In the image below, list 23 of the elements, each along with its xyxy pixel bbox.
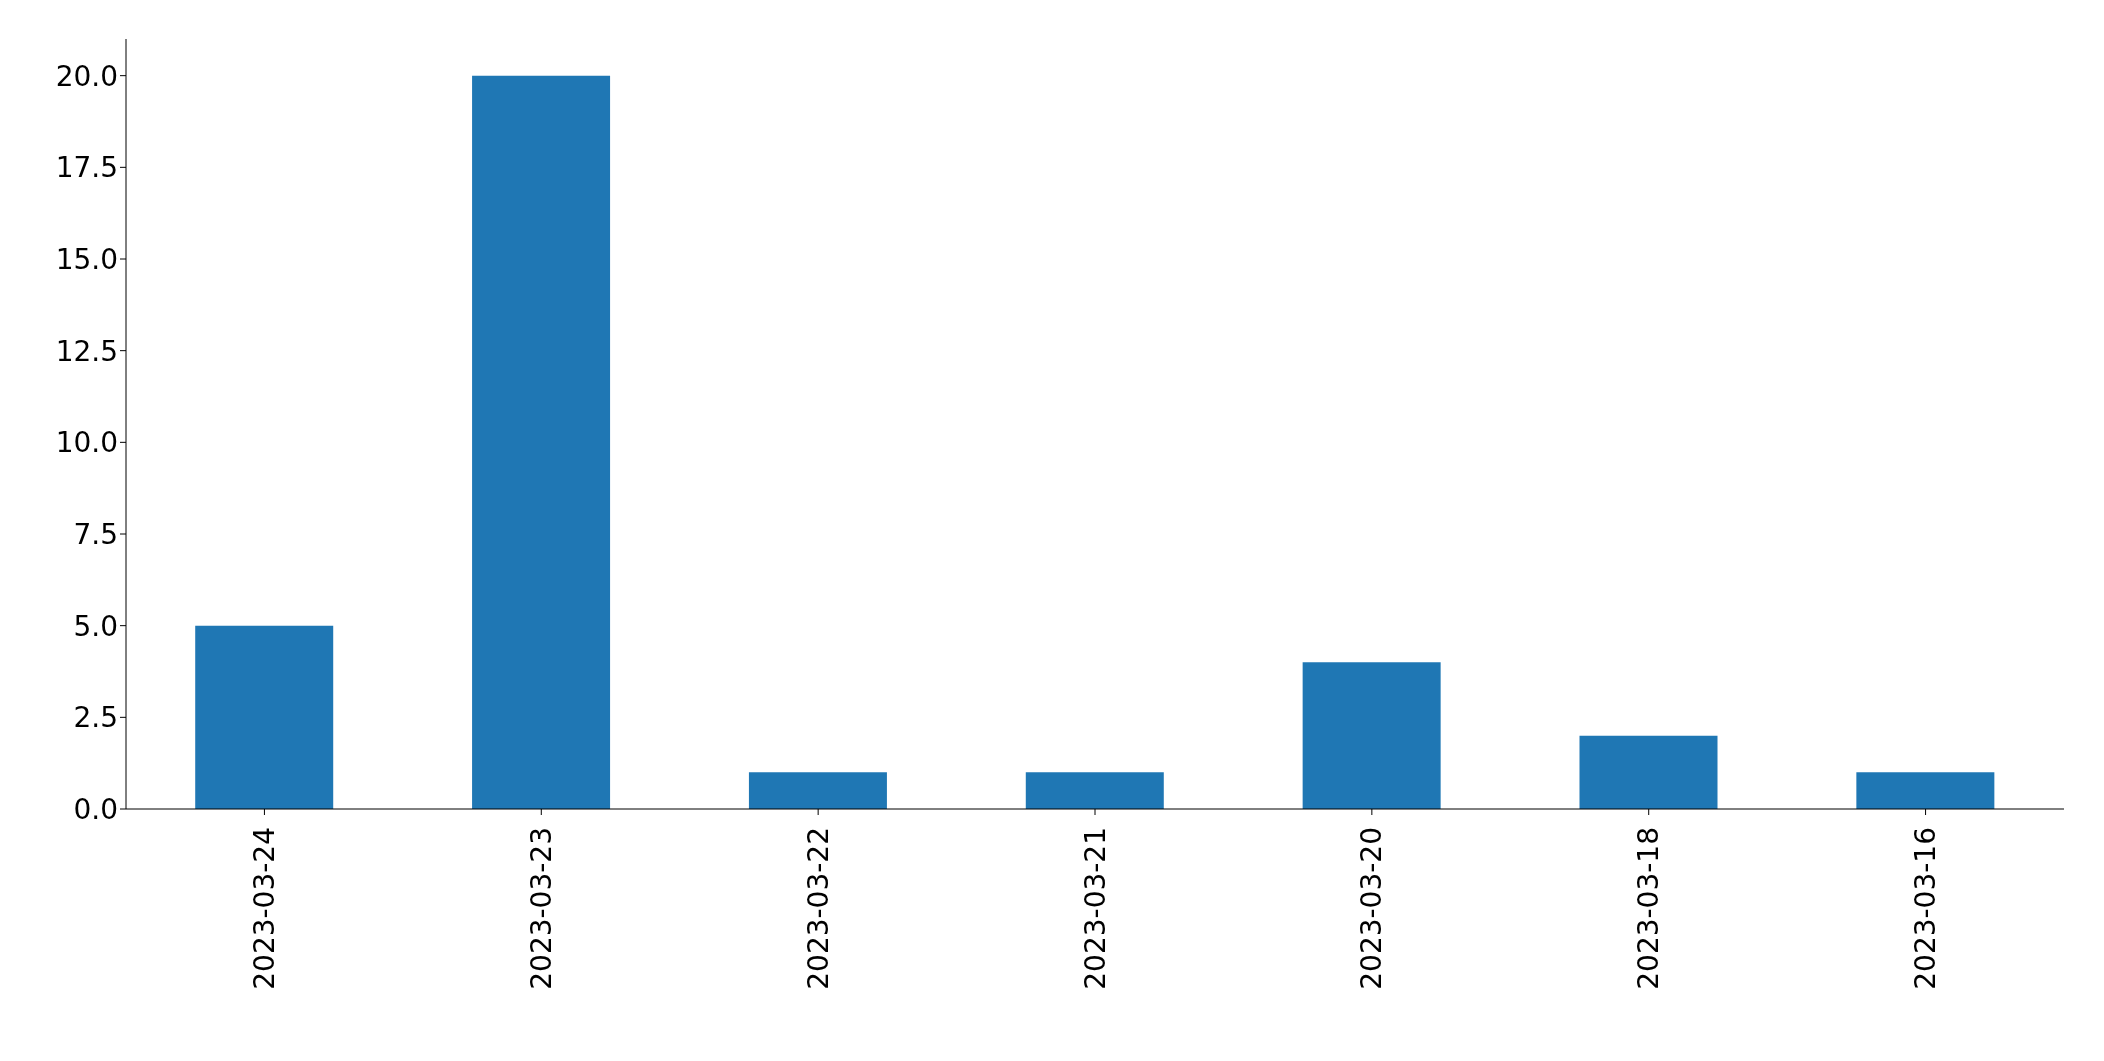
y-tick-label: 15.0 bbox=[55, 242, 118, 276]
y-tick-label: 12.5 bbox=[55, 334, 118, 368]
x-tick-label: 2023-03-20 bbox=[1355, 827, 1389, 990]
x-tick-label: 2023-03-24 bbox=[247, 827, 281, 990]
y-tick-label: 10.0 bbox=[55, 426, 118, 460]
y-tick-label: 0.0 bbox=[73, 792, 118, 826]
y-tick-label: 20.0 bbox=[55, 59, 118, 93]
x-tick-label: 2023-03-21 bbox=[1078, 827, 1112, 990]
y-tick-label: 17.5 bbox=[55, 151, 118, 185]
bar bbox=[1579, 735, 1718, 809]
bar bbox=[1025, 772, 1164, 809]
y-tick-label: 2.5 bbox=[73, 701, 118, 735]
bar bbox=[748, 772, 887, 809]
x-tick-label: 2023-03-16 bbox=[1909, 827, 1943, 990]
bar bbox=[195, 625, 334, 809]
x-tick-label: 2023-03-23 bbox=[524, 827, 558, 990]
x-tick-label: 2023-03-18 bbox=[1632, 827, 1666, 990]
x-tick-label: 2023-03-22 bbox=[801, 827, 835, 990]
bar bbox=[1302, 662, 1441, 809]
bar bbox=[472, 75, 611, 809]
bar bbox=[1856, 772, 1995, 809]
y-tick-label: 7.5 bbox=[73, 517, 118, 551]
y-tick-label: 5.0 bbox=[73, 609, 118, 643]
